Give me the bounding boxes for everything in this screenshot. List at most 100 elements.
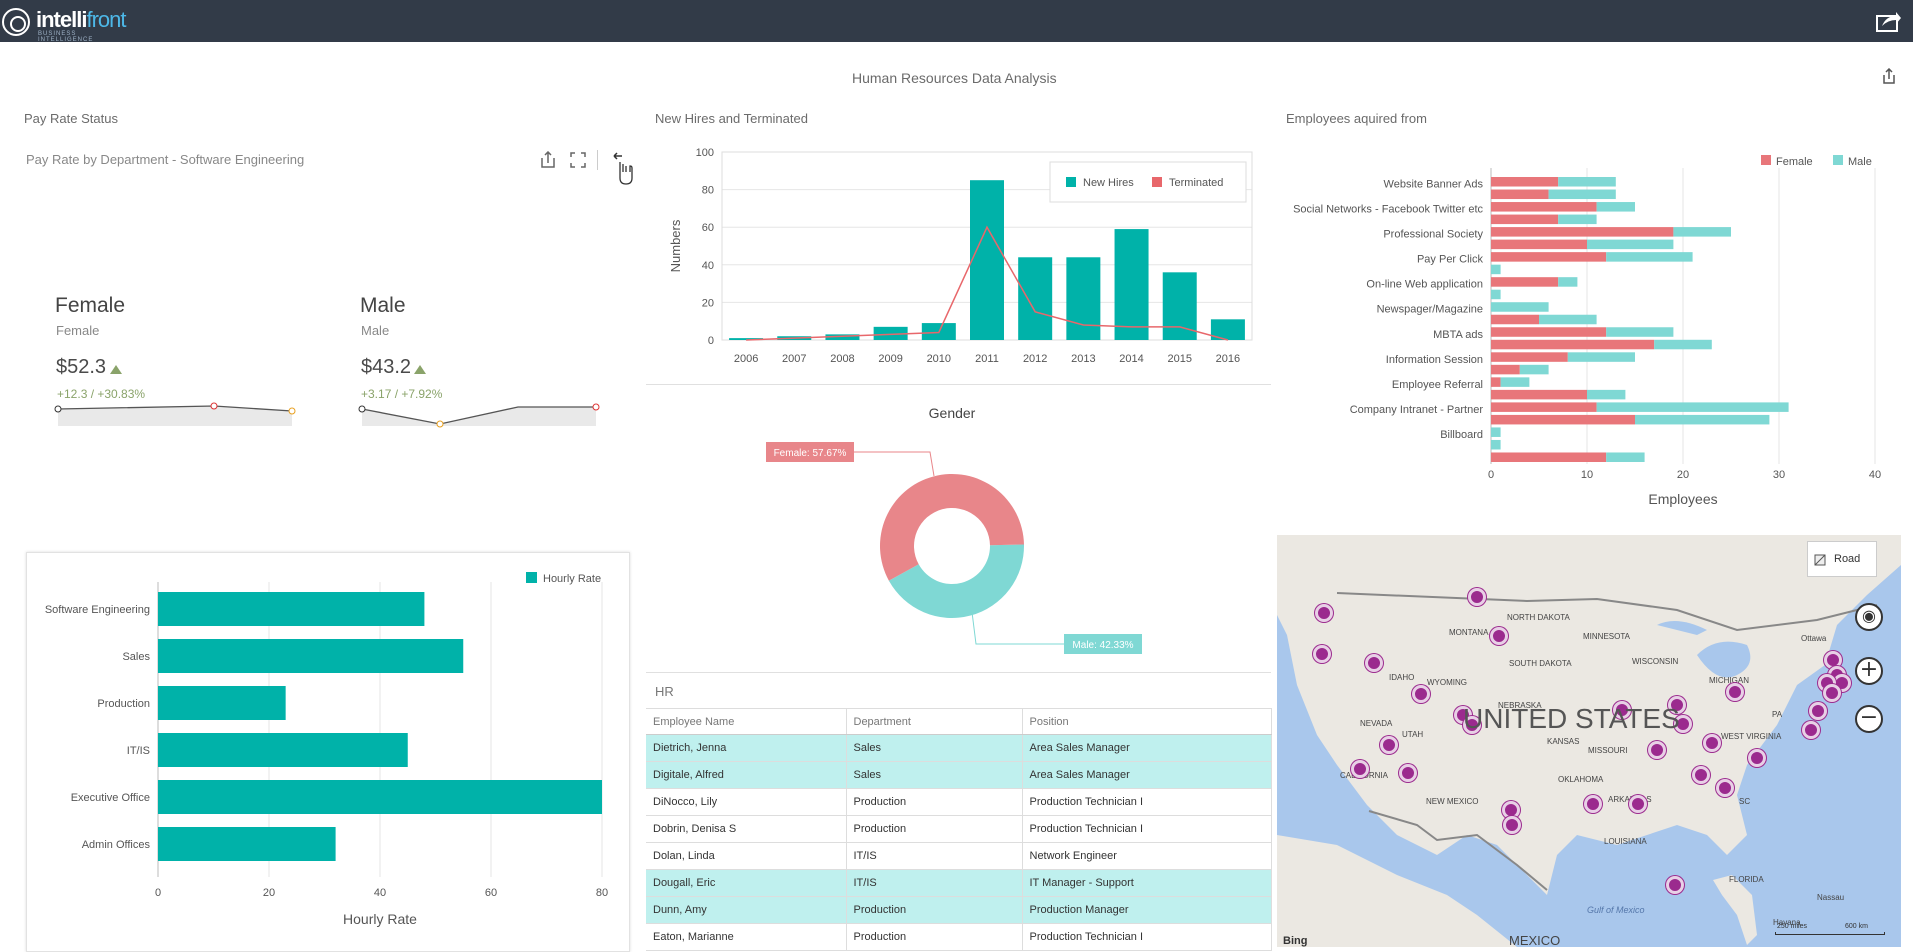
bar-female: [1491, 314, 1539, 325]
y-tick-label: 80: [702, 185, 714, 197]
map-pin[interactable]: [1351, 760, 1369, 778]
map-pin[interactable]: [1674, 715, 1692, 733]
x-tick-label: 2016: [1216, 353, 1240, 365]
col-employee-name[interactable]: Employee Name: [646, 708, 847, 735]
label-box: [1064, 634, 1142, 654]
acquired-title: Employees aquired from: [1286, 111, 1427, 126]
zoom-in-button[interactable]: +: [1855, 657, 1883, 685]
x-tick-label: 2011: [975, 353, 999, 365]
legend-swatch: [1152, 177, 1162, 187]
bar-male: [1673, 227, 1731, 237]
table-row[interactable]: Dietrich, Jenna Sales Area Sales Manager: [646, 734, 1272, 762]
map-pin[interactable]: [1584, 795, 1602, 813]
cell-employee-name: DiNocco, Lily: [646, 788, 847, 816]
map-pin[interactable]: [1629, 795, 1647, 813]
bar-female: [1491, 277, 1559, 287]
map-place-label: OKLAHOMA: [1558, 775, 1604, 784]
map-place-label: LOUISIANA: [1604, 837, 1647, 846]
table-row[interactable]: Dunn, Amy Production Production Manager: [646, 896, 1272, 924]
legend-label: Terminated: [1169, 177, 1223, 189]
map-pin[interactable]: [1823, 684, 1841, 702]
map-pin[interactable]: [1648, 741, 1666, 759]
map-pin[interactable]: [1490, 627, 1508, 645]
map-place-label: WISCONSIN: [1632, 657, 1679, 666]
bar-male: [1606, 452, 1645, 462]
divider: [646, 672, 1271, 673]
map-pin[interactable]: [1313, 645, 1331, 663]
map-place-label: NEBRASKA: [1498, 701, 1542, 710]
bar-male: [1491, 302, 1549, 312]
map-style-selector[interactable]: Road: [1807, 541, 1877, 577]
map-pin[interactable]: [1703, 734, 1721, 752]
map-pin[interactable]: [1463, 716, 1481, 734]
map-place-label: KANSAS: [1547, 737, 1580, 746]
bar-male: [1558, 214, 1597, 225]
slice-female: [880, 474, 1024, 581]
export-icon[interactable]: [1876, 10, 1902, 32]
map-place-label: WEST VIRGINIA: [1721, 732, 1782, 741]
bar-female: [1491, 239, 1587, 250]
export-icon[interactable]: [1882, 68, 1896, 84]
pay-rate-subtitle: Pay Rate by Department - Software Engine…: [26, 152, 305, 167]
x-tick-label: 10: [1581, 469, 1593, 481]
x-tick-label: 0: [1488, 469, 1494, 481]
map-place-label: PA: [1772, 710, 1783, 719]
map-pin[interactable]: [1809, 702, 1827, 720]
female-card-subtitle: Female: [56, 323, 100, 338]
us-map[interactable]: NORTH DAKOTA MONTANA MINNESOTA SOUTH DAKOTA…: [1277, 535, 1901, 947]
y-tick-label: 20: [702, 297, 714, 309]
cell-position: Network Engineer: [1022, 842, 1272, 870]
drill-up-cursor-icon[interactable]: [610, 150, 634, 186]
x-tick-label: 0: [155, 887, 161, 899]
map-pin[interactable]: [1412, 685, 1430, 703]
map-pin[interactable]: [1726, 683, 1744, 701]
bing-logo: Bing: [1283, 935, 1308, 947]
cell-employee-name: Dolan, Linda: [646, 842, 847, 870]
map-pin[interactable]: [1315, 604, 1333, 622]
zoom-out-button[interactable]: −: [1855, 705, 1883, 733]
cell-position: Area Sales Manager: [1022, 734, 1272, 762]
map-pin[interactable]: [1748, 749, 1766, 767]
dashboard-title: Human Resources Data Analysis: [852, 70, 1057, 86]
category-label: Social Networks - Facebook Twitter etc: [1293, 204, 1483, 216]
map-pin[interactable]: [1399, 764, 1417, 782]
bar-female: [1491, 189, 1549, 200]
map-pin[interactable]: [1802, 721, 1820, 739]
map-pin[interactable]: [1716, 779, 1734, 797]
cell-employee-name: Dobrin, Denisa S: [646, 815, 847, 843]
intellifront-logo[interactable]: intellifront BUSINESS INTELLIGENCE: [2, 4, 132, 43]
bar: [158, 592, 425, 626]
male-sparkline: [358, 403, 600, 428]
map-pin[interactable]: [1503, 816, 1521, 834]
table-row[interactable]: Digitale, Alfred Sales Area Sales Manager: [646, 761, 1272, 789]
bar-female: [1491, 389, 1587, 400]
table-row[interactable]: Eaton, Marianne Production Production Tech…: [646, 923, 1272, 951]
map-pin[interactable]: [1365, 654, 1383, 672]
bar-male: [1596, 402, 1789, 412]
category-label: On-line Web application: [1366, 279, 1483, 291]
col-position[interactable]: Position: [1022, 708, 1272, 735]
cell-department: IT/IS: [846, 842, 1023, 870]
bar-new-hires: [970, 180, 1004, 340]
export-icon[interactable]: [540, 151, 556, 169]
map-pin[interactable]: [1380, 736, 1398, 754]
table-row[interactable]: Dougall, Eric IT/IS IT Manager - Support: [646, 869, 1272, 897]
cell-position: Area Sales Manager: [1022, 761, 1272, 789]
table-row[interactable]: DiNocco, Lily Production Production Techni…: [646, 788, 1272, 816]
category-label: Billboard: [1440, 429, 1483, 441]
map-pin[interactable]: [1613, 701, 1631, 719]
locate-me-button[interactable]: ◉: [1855, 603, 1883, 631]
table-row[interactable]: Dolan, Linda IT/IS Network Engineer: [646, 842, 1272, 870]
map-pin[interactable]: [1666, 876, 1684, 894]
map-pin[interactable]: [1692, 766, 1710, 784]
x-tick-label: 40: [374, 887, 386, 899]
fullscreen-icon[interactable]: [570, 152, 586, 168]
female-card-title: Female: [55, 294, 126, 317]
map-place-label: SOUTH DAKOTA: [1509, 659, 1572, 668]
map-pin[interactable]: [1468, 588, 1486, 606]
col-department[interactable]: Department: [846, 708, 1023, 735]
map-place-label: WYOMING: [1427, 678, 1467, 687]
map-pin[interactable]: [1668, 696, 1686, 714]
table-row[interactable]: Dobrin, Denisa S Production Production Tec…: [646, 815, 1272, 843]
line-terminated: [746, 225, 1229, 341]
